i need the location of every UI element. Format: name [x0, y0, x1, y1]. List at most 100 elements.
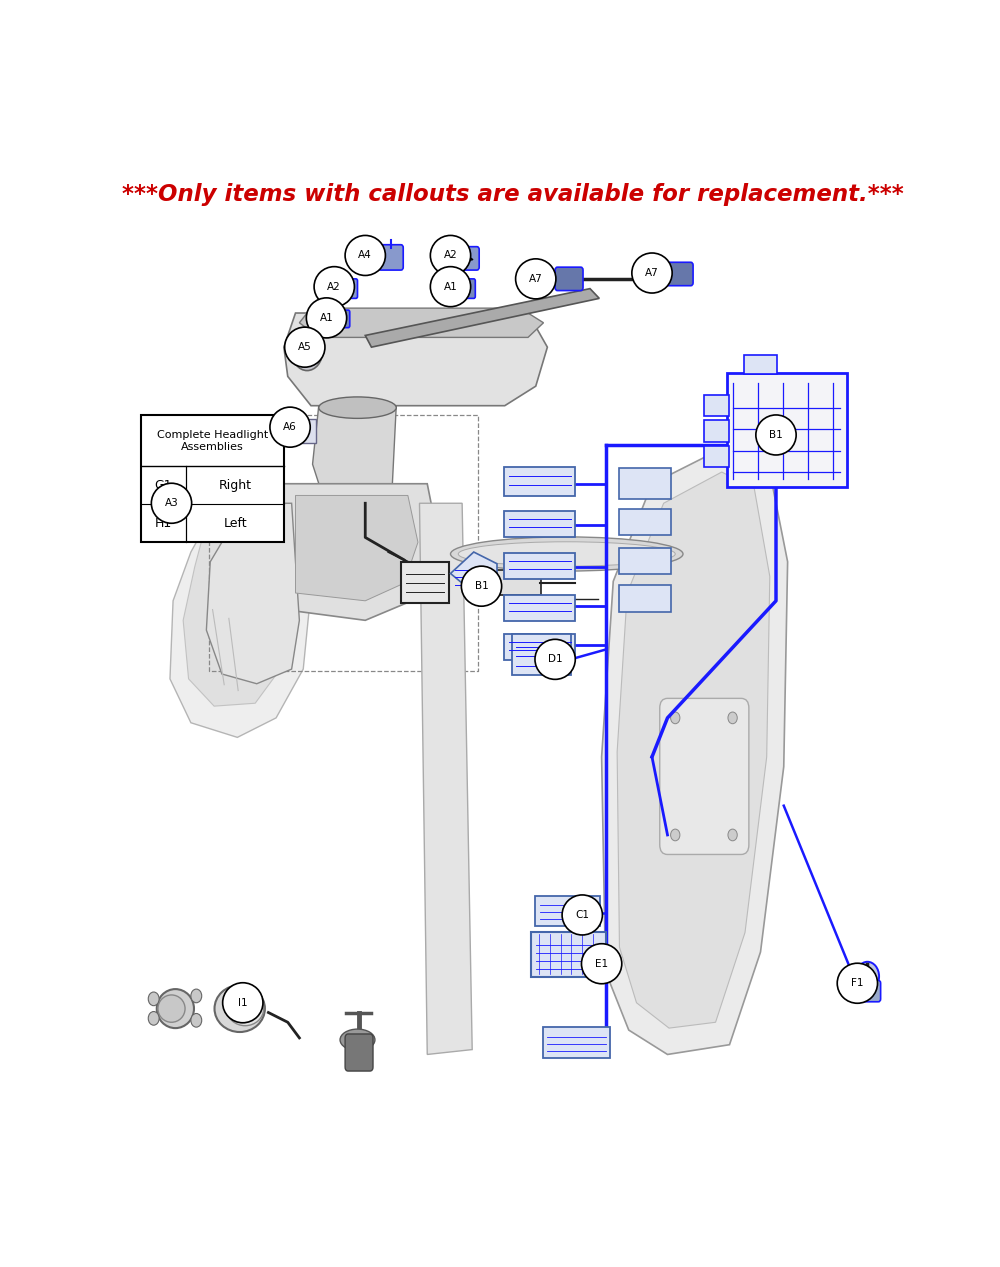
Ellipse shape [215, 986, 265, 1033]
Circle shape [148, 992, 159, 1006]
Circle shape [856, 962, 879, 991]
FancyBboxPatch shape [457, 279, 475, 299]
FancyBboxPatch shape [555, 267, 583, 290]
Polygon shape [170, 503, 311, 737]
Polygon shape [617, 473, 770, 1028]
FancyBboxPatch shape [504, 511, 575, 537]
Polygon shape [602, 445, 788, 1054]
Text: D1: D1 [548, 654, 562, 664]
Circle shape [148, 1011, 159, 1025]
FancyBboxPatch shape [504, 595, 575, 621]
Text: E1: E1 [595, 959, 608, 969]
Ellipse shape [837, 963, 878, 1003]
Text: H1: H1 [155, 517, 172, 530]
Ellipse shape [306, 298, 347, 338]
Polygon shape [206, 503, 299, 684]
Circle shape [191, 990, 202, 1002]
Polygon shape [296, 495, 418, 601]
Text: A3: A3 [165, 498, 178, 508]
Ellipse shape [285, 327, 325, 367]
FancyBboxPatch shape [476, 570, 541, 595]
Text: A2: A2 [327, 281, 341, 291]
Ellipse shape [535, 640, 575, 679]
Ellipse shape [314, 266, 354, 307]
FancyBboxPatch shape [140, 416, 284, 542]
Ellipse shape [319, 397, 396, 418]
Ellipse shape [562, 895, 602, 935]
Ellipse shape [158, 995, 185, 1022]
Circle shape [292, 332, 323, 370]
Ellipse shape [516, 258, 556, 299]
FancyBboxPatch shape [704, 395, 729, 417]
Polygon shape [365, 289, 599, 347]
Text: A1: A1 [444, 281, 457, 291]
FancyBboxPatch shape [744, 355, 777, 375]
FancyBboxPatch shape [619, 585, 671, 612]
FancyBboxPatch shape [345, 1034, 373, 1071]
Text: Left: Left [223, 517, 247, 530]
FancyBboxPatch shape [155, 475, 182, 536]
FancyBboxPatch shape [378, 245, 403, 270]
FancyBboxPatch shape [504, 634, 575, 660]
FancyBboxPatch shape [665, 262, 693, 285]
FancyBboxPatch shape [401, 561, 449, 603]
Polygon shape [183, 523, 292, 706]
Circle shape [728, 712, 737, 723]
FancyBboxPatch shape [504, 552, 575, 579]
Text: G1: G1 [155, 479, 172, 492]
Text: F1: F1 [851, 978, 864, 988]
Text: A4: A4 [358, 251, 372, 261]
Ellipse shape [227, 992, 264, 1026]
FancyBboxPatch shape [271, 419, 316, 442]
Text: A6: A6 [283, 422, 297, 432]
Ellipse shape [756, 414, 796, 455]
Text: ***Only items with callouts are available for replacement.***: ***Only items with callouts are availabl… [122, 184, 903, 207]
Ellipse shape [430, 236, 471, 275]
Ellipse shape [157, 990, 194, 1028]
Ellipse shape [450, 537, 683, 571]
Ellipse shape [270, 407, 310, 447]
Ellipse shape [581, 944, 622, 983]
Circle shape [191, 1014, 202, 1028]
Ellipse shape [632, 253, 672, 293]
FancyBboxPatch shape [331, 310, 350, 328]
FancyBboxPatch shape [619, 468, 671, 499]
Text: Complete Headlight
Assemblies: Complete Headlight Assemblies [157, 430, 268, 451]
Text: A1: A1 [320, 313, 333, 323]
FancyBboxPatch shape [457, 247, 479, 270]
Text: C1: C1 [575, 910, 589, 920]
Ellipse shape [345, 236, 385, 275]
Ellipse shape [151, 483, 192, 523]
Circle shape [156, 456, 181, 488]
Ellipse shape [458, 542, 675, 566]
FancyBboxPatch shape [543, 1028, 610, 1058]
FancyBboxPatch shape [531, 931, 606, 977]
Text: I1: I1 [238, 997, 248, 1007]
Ellipse shape [223, 983, 263, 1022]
Text: Right: Right [219, 479, 252, 492]
FancyBboxPatch shape [704, 421, 729, 442]
FancyBboxPatch shape [727, 374, 847, 487]
FancyBboxPatch shape [853, 981, 881, 1002]
Ellipse shape [340, 1029, 375, 1050]
FancyBboxPatch shape [660, 698, 749, 854]
FancyBboxPatch shape [504, 468, 575, 497]
FancyBboxPatch shape [619, 549, 671, 574]
Polygon shape [420, 503, 472, 1054]
FancyBboxPatch shape [339, 279, 358, 299]
Text: A5: A5 [298, 342, 312, 352]
FancyBboxPatch shape [704, 446, 729, 468]
FancyBboxPatch shape [619, 509, 671, 536]
Text: A7: A7 [645, 269, 659, 277]
Text: B1: B1 [769, 430, 783, 440]
Text: B1: B1 [475, 582, 488, 592]
Polygon shape [268, 484, 439, 621]
Text: A7: A7 [529, 274, 543, 284]
Circle shape [299, 341, 315, 361]
Ellipse shape [461, 566, 502, 606]
Polygon shape [299, 308, 544, 337]
FancyBboxPatch shape [512, 634, 571, 675]
Ellipse shape [430, 266, 471, 307]
Circle shape [347, 1040, 371, 1069]
Polygon shape [450, 552, 497, 595]
